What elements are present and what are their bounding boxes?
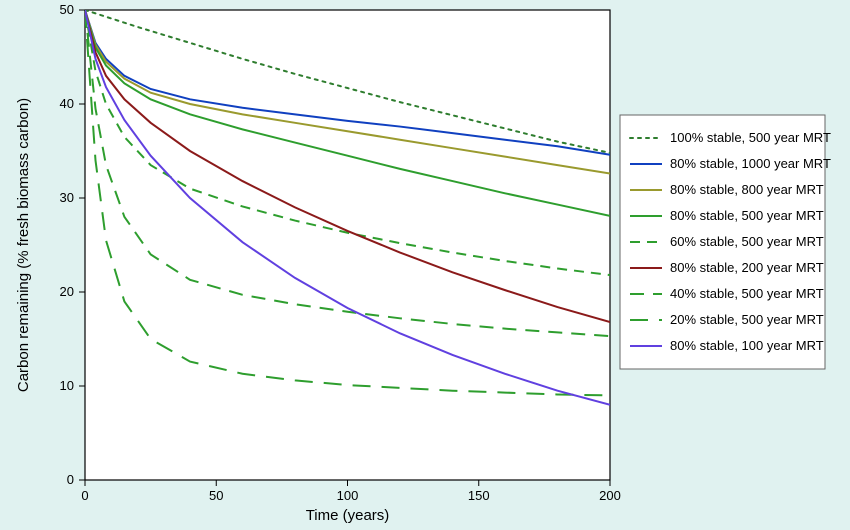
- legend-label: 60% stable, 500 year MRT: [670, 234, 824, 249]
- plot-area: [85, 10, 610, 480]
- y-tick-label: 30: [60, 190, 74, 205]
- x-tick-label: 150: [468, 488, 490, 503]
- legend-label: 80% stable, 200 year MRT: [670, 260, 824, 275]
- y-tick-label: 40: [60, 96, 74, 111]
- x-tick-label: 100: [337, 488, 359, 503]
- legend-label: 40% stable, 500 year MRT: [670, 286, 824, 301]
- x-tick-label: 200: [599, 488, 621, 503]
- y-tick-label: 0: [67, 472, 74, 487]
- legend-label: 80% stable, 100 year MRT: [670, 338, 824, 353]
- legend-label: 80% stable, 500 year MRT: [670, 208, 824, 223]
- y-tick-label: 20: [60, 284, 74, 299]
- y-tick-label: 50: [60, 2, 74, 17]
- legend-label: 100% stable, 500 year MRT: [670, 130, 831, 145]
- legend-label: 80% stable, 800 year MRT: [670, 182, 824, 197]
- x-tick-label: 0: [81, 488, 88, 503]
- y-tick-label: 10: [60, 378, 74, 393]
- x-axis-label: Time (years): [306, 507, 390, 524]
- line-chart: 0 50 100 150 200 0 10 20 30 40 50 Time (years) Carbo…: [0, 0, 850, 530]
- y-axis-label: Carbon remaining (% fresh biomass carbon…: [15, 98, 32, 392]
- x-tick-label: 50: [209, 488, 223, 503]
- legend-label: 20% stable, 500 year MRT: [670, 312, 824, 327]
- chart-container: 0 50 100 150 200 0 10 20 30 40 50 Time (years) Carbo…: [0, 0, 850, 530]
- legend-label: 80% stable, 1000 year MRT: [670, 156, 831, 171]
